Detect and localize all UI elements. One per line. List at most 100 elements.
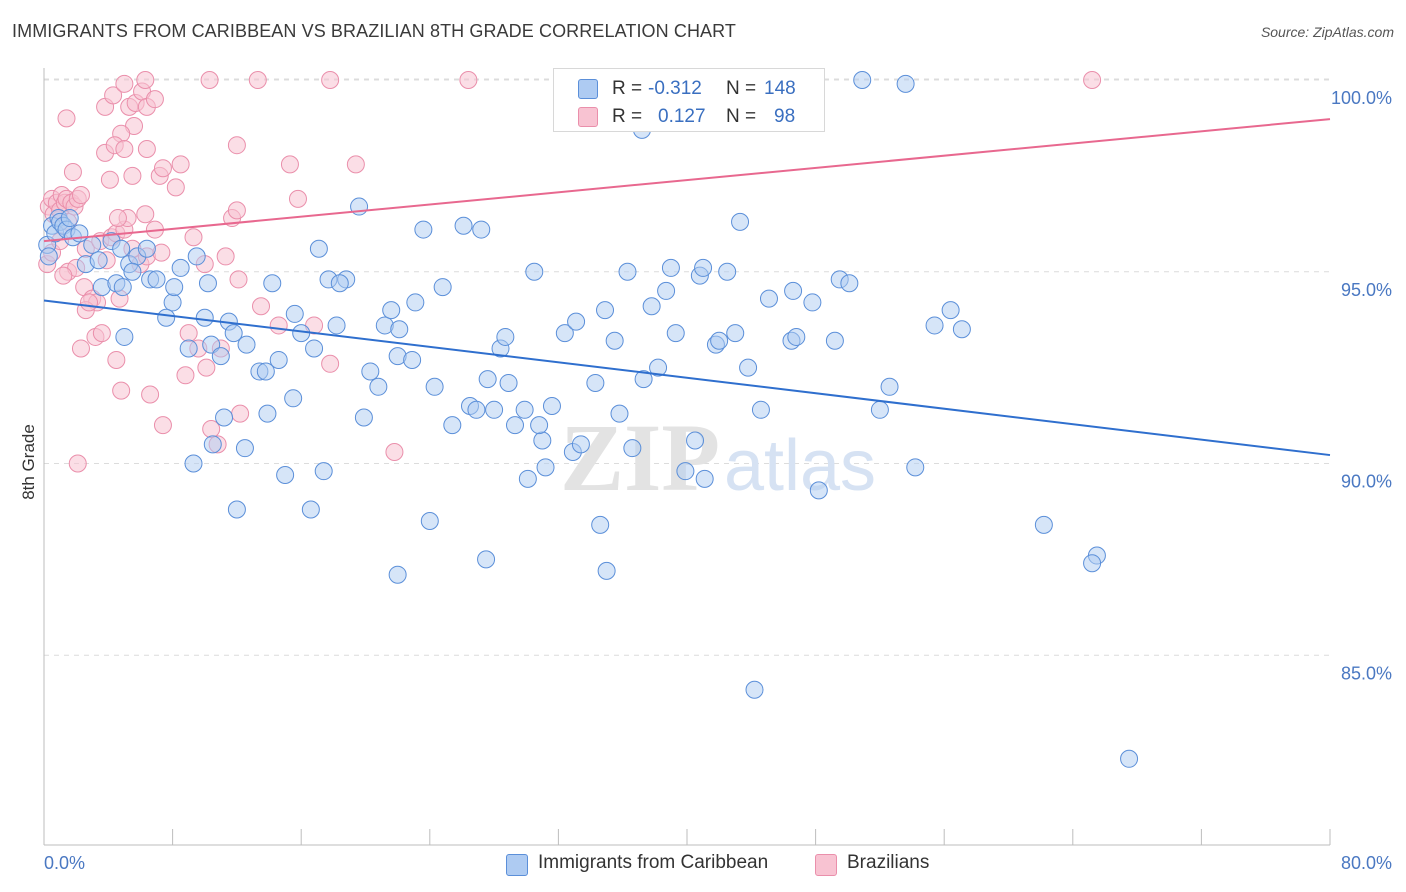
- point-caribbean: [477, 550, 496, 569]
- point-caribbean: [403, 350, 422, 369]
- point-caribbean: [649, 358, 668, 377]
- point-caribbean: [485, 400, 504, 419]
- point-brazilian: [54, 266, 73, 285]
- bottom-legend-label-caribbean: Immigrants from Caribbean: [538, 852, 769, 873]
- point-caribbean: [361, 362, 380, 381]
- point-brazilian: [229, 270, 248, 289]
- point-caribbean: [751, 400, 770, 419]
- point-caribbean: [618, 262, 637, 281]
- point-caribbean: [518, 469, 537, 488]
- point-brazilian: [104, 86, 123, 105]
- point-caribbean: [941, 301, 960, 320]
- point-caribbean: [784, 281, 803, 300]
- point-caribbean: [237, 335, 256, 354]
- bottom-legend-swatch-brazilians: [815, 854, 837, 876]
- point-caribbean: [187, 247, 206, 266]
- point-brazilian: [385, 442, 404, 461]
- point-caribbean: [203, 435, 222, 454]
- point-caribbean: [803, 293, 822, 312]
- grid-lines: [44, 78, 1330, 656]
- point-brazilian: [63, 163, 82, 182]
- point-caribbean: [657, 281, 676, 300]
- x-tick-label: 80.0%: [1341, 853, 1392, 873]
- point-brazilian: [1083, 71, 1102, 89]
- point-caribbean: [853, 71, 872, 89]
- point-caribbean: [666, 324, 685, 343]
- point-brazilian: [68, 454, 87, 473]
- point-caribbean: [330, 274, 349, 293]
- point-caribbean: [718, 262, 737, 281]
- point-caribbean: [634, 370, 653, 389]
- point-caribbean: [525, 262, 544, 281]
- point-brazilian: [288, 189, 307, 208]
- legend-r-label: R =: [612, 78, 643, 99]
- point-caribbean: [605, 331, 624, 350]
- point-brazilian: [171, 155, 190, 174]
- point-caribbean: [309, 239, 328, 258]
- series-brazilians: [38, 71, 1102, 473]
- point-caribbean: [147, 270, 166, 289]
- point-caribbean: [414, 220, 433, 239]
- point-caribbean: [195, 308, 214, 327]
- point-caribbean: [809, 481, 828, 500]
- point-caribbean: [269, 350, 288, 369]
- y-axis-label: 8th Grade: [19, 424, 38, 500]
- point-caribbean: [530, 416, 549, 435]
- point-caribbean: [591, 515, 610, 534]
- point-caribbean: [157, 308, 176, 327]
- legend-r-value: -0.312: [648, 78, 702, 99]
- tick-labels: 100.0% 95.0% 90.0% 85.0% 0.0% 80.0%: [44, 88, 1392, 873]
- point-caribbean: [505, 416, 524, 435]
- point-brazilian: [100, 170, 119, 189]
- point-caribbean: [515, 400, 534, 419]
- point-brazilian: [179, 324, 198, 343]
- point-brazilian: [108, 209, 127, 228]
- point-caribbean: [695, 469, 714, 488]
- point-caribbean: [661, 258, 680, 277]
- legend-row-caribbean: R = -0.312 N = 148: [554, 73, 824, 101]
- point-caribbean: [390, 320, 409, 339]
- point-caribbean: [870, 400, 889, 419]
- point-caribbean: [382, 301, 401, 320]
- point-caribbean: [467, 400, 486, 419]
- point-caribbean: [60, 209, 79, 228]
- point-caribbean: [443, 416, 462, 435]
- point-brazilian: [269, 316, 288, 335]
- point-caribbean: [305, 339, 324, 358]
- point-caribbean: [710, 331, 729, 350]
- series-caribbean: [38, 71, 1139, 768]
- point-caribbean: [731, 212, 750, 231]
- legend-row-brazilians: R = 0.127 N = 98: [554, 101, 824, 129]
- point-brazilian: [321, 71, 340, 89]
- legend-r-label: R =: [612, 106, 643, 127]
- point-caribbean: [227, 500, 246, 519]
- point-caribbean: [726, 324, 745, 343]
- point-caribbean: [171, 258, 190, 277]
- point-brazilian: [107, 350, 126, 369]
- legend-swatch-brazilians: [578, 107, 598, 127]
- point-caribbean: [536, 458, 555, 477]
- legend-n-value: 98: [774, 106, 796, 127]
- y-tick-label: 100.0%: [1331, 88, 1392, 108]
- point-caribbean: [825, 331, 844, 350]
- point-caribbean: [388, 565, 407, 584]
- point-caribbean: [224, 324, 243, 343]
- y-tick-label: 95.0%: [1341, 280, 1392, 300]
- point-brazilian: [153, 159, 172, 178]
- point-caribbean: [586, 373, 605, 392]
- bottom-legend-swatch-caribbean: [506, 854, 528, 876]
- point-caribbean: [406, 293, 425, 312]
- point-caribbean: [83, 235, 102, 254]
- point-caribbean: [896, 74, 915, 93]
- point-caribbean: [787, 327, 806, 346]
- point-brazilian: [136, 71, 155, 89]
- watermark-zip: ZIP: [560, 404, 720, 511]
- legend-n-label: N =: [726, 106, 757, 127]
- point-brazilian: [184, 228, 203, 247]
- point-brazilian: [227, 201, 246, 220]
- point-caribbean: [571, 435, 590, 454]
- point-brazilian: [248, 71, 267, 89]
- point-caribbean: [301, 500, 320, 519]
- point-brazilian: [57, 109, 76, 128]
